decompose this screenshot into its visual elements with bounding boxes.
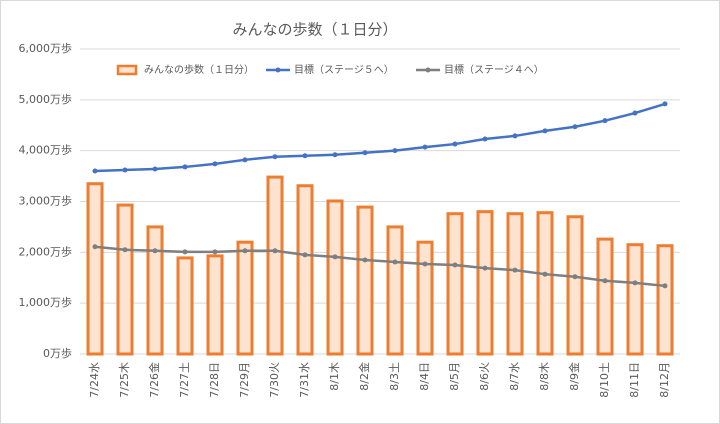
bar [506, 212, 524, 356]
bar [326, 199, 344, 356]
legend-marker [275, 67, 281, 73]
bar [236, 240, 254, 356]
marker [602, 278, 608, 284]
bar [566, 215, 584, 356]
bar [626, 243, 644, 356]
y-tick-label: 4,000万歩 [19, 143, 73, 157]
bar [296, 184, 314, 356]
bar [266, 175, 284, 356]
x-tick-label: 8/10土 [598, 362, 611, 398]
chart-title: みんなの歩数（１日分） [232, 21, 397, 39]
marker [122, 247, 128, 253]
marker [452, 262, 458, 268]
x-tick-label: 8/7水 [508, 362, 521, 391]
marker [122, 167, 128, 173]
x-tick-label: 8/2金 [357, 362, 371, 391]
marker [212, 249, 218, 255]
marker [632, 110, 638, 116]
bar [476, 210, 494, 356]
marker [482, 136, 488, 142]
legend-label: 目標（ステージ４へ） [444, 63, 544, 76]
line [94, 102, 666, 173]
x-tick-label: 7/28日 [208, 362, 221, 398]
x-tick-label: 8/4日 [418, 362, 431, 391]
x-tick-label: 8/12月 [658, 362, 671, 398]
legend-label: 目標（ステージ５へ） [294, 63, 394, 76]
marker [92, 244, 98, 250]
marker [272, 154, 278, 160]
marker [92, 168, 98, 174]
line [94, 245, 666, 288]
marker [602, 118, 608, 124]
marker [632, 280, 638, 286]
bar [116, 203, 134, 356]
x-tick-label: 7/27土 [178, 362, 191, 398]
marker [332, 152, 338, 158]
x-tick-label: 7/24水 [88, 362, 101, 398]
marker [572, 274, 578, 280]
x-tick-label: 7/25木 [118, 362, 131, 398]
x-tick-label: 7/26金 [147, 362, 161, 398]
bar [446, 212, 464, 356]
marker [362, 150, 368, 156]
marker [422, 261, 428, 267]
marker [242, 248, 248, 254]
marker [542, 128, 548, 134]
bar [596, 237, 614, 356]
bar [176, 256, 194, 356]
marker [212, 161, 218, 167]
y-tick-label: 1,000万歩 [19, 295, 73, 309]
x-tick-label: 8/6火 [478, 362, 491, 391]
bar [206, 254, 224, 356]
marker [272, 248, 278, 254]
y-tick-label: 2,000万歩 [19, 244, 73, 258]
marker [182, 164, 188, 170]
marker [182, 249, 188, 255]
y-tick-label: 3,000万歩 [19, 194, 73, 208]
x-tick-label: 8/5月 [448, 362, 461, 391]
marker [512, 267, 518, 273]
bar [656, 244, 674, 356]
marker [572, 124, 578, 130]
marker [152, 248, 158, 254]
legend-swatch [116, 64, 138, 76]
bar [536, 211, 554, 356]
marker [152, 166, 158, 172]
x-tick-label: 7/29月 [238, 362, 251, 398]
x-tick-label: 7/30火 [268, 362, 281, 398]
marker [302, 153, 308, 159]
marker [302, 252, 308, 258]
marker [332, 254, 338, 260]
marker [662, 283, 668, 289]
legend-marker [425, 67, 431, 73]
marker [482, 265, 488, 271]
marker [512, 133, 518, 139]
x-tick-label: 8/9金 [567, 362, 581, 391]
y-tick-label: 5,000万歩 [19, 92, 73, 106]
x-tick-label: 8/11日 [628, 362, 641, 398]
legend-label: みんなの歩数（１日分） [144, 63, 254, 76]
bar [416, 240, 434, 356]
marker [662, 101, 668, 107]
marker [422, 144, 428, 150]
marker [392, 259, 398, 265]
x-tick-label: 8/3土 [388, 362, 401, 391]
marker [392, 148, 398, 154]
marker [452, 141, 458, 147]
y-tick-label: 0万歩 [43, 346, 72, 360]
bar [356, 205, 374, 356]
marker [362, 257, 368, 263]
x-tick-label: 8/1木 [328, 362, 341, 391]
marker [242, 157, 248, 163]
x-tick-label: 8/8木 [538, 362, 551, 391]
y-tick-label: 6,000万歩 [19, 41, 73, 55]
bar [146, 225, 164, 356]
marker [542, 271, 548, 277]
x-tick-label: 7/31水 [298, 362, 311, 398]
bar [86, 182, 104, 356]
bar [386, 225, 404, 356]
